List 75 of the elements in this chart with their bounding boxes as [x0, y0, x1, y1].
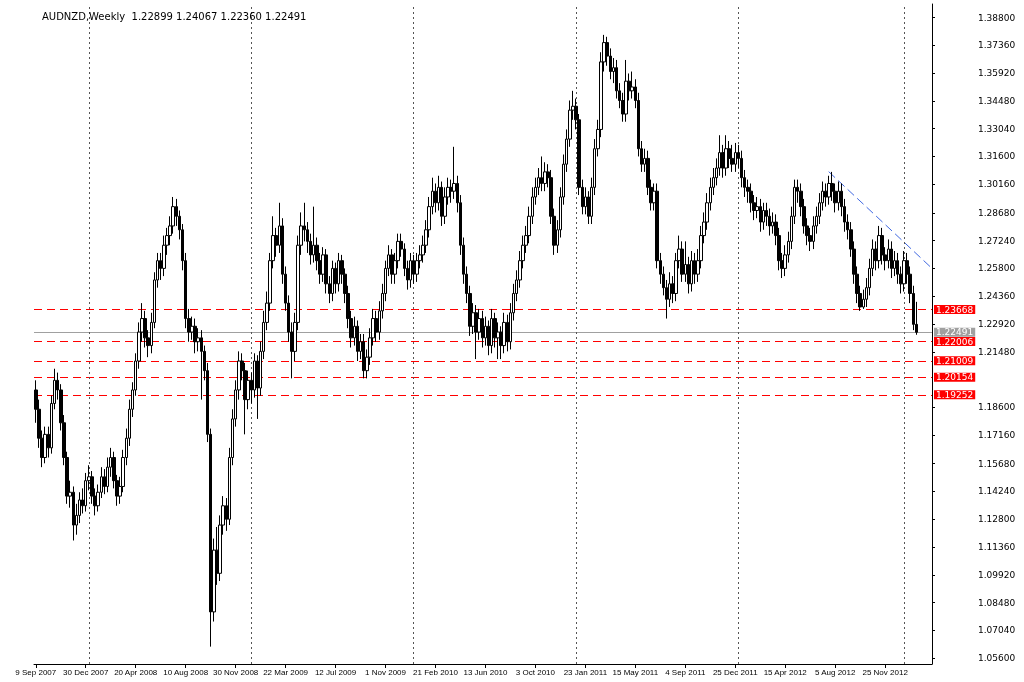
candlestick	[72, 485, 75, 541]
candlestick	[337, 252, 340, 293]
x-tick-label: 30 Nov 2008	[212, 667, 259, 677]
y-tick-label: 1.09920	[978, 569, 1016, 580]
y-tick-label: 1.30160	[978, 179, 1016, 190]
x-tick-label: 5 Aug 2012	[814, 667, 856, 677]
x-tick-label: 25 Nov 2012	[862, 667, 909, 677]
candlestick	[540, 155, 543, 192]
y-tick-label: 1.28680	[978, 207, 1016, 218]
candlestick	[724, 134, 728, 177]
y-tick-label: 1.27240	[978, 235, 1016, 246]
x-tick-label: 13 Jun 2010	[463, 667, 509, 677]
x-tick-label: 22 Mar 2009	[263, 667, 309, 677]
candlestick	[409, 252, 412, 289]
candlestick	[690, 250, 693, 293]
y-tick-label: 1.34480	[978, 95, 1016, 106]
y-tick-label: 1.37360	[978, 40, 1016, 51]
y-tick-label: 1.33040	[978, 123, 1016, 134]
candlestick	[474, 304, 478, 360]
candlestick	[680, 240, 684, 283]
x-tick-label: 12 Jul 2009	[314, 667, 357, 677]
x-tick-label: 23 Jan 2011	[563, 667, 608, 677]
x-tick-label: 30 Dec 2007	[63, 667, 109, 677]
y-tick-label: 1.31600	[978, 151, 1016, 162]
candlestick	[481, 310, 484, 349]
y-tick-label: 1.24360	[978, 291, 1016, 302]
candlestick	[624, 59, 628, 123]
x-tick-label: 4 Sep 2011	[665, 667, 707, 677]
y-tick-label: 1.15680	[978, 458, 1016, 469]
candlestick	[827, 175, 831, 206]
ref-line-label: 1.23668	[936, 304, 974, 315]
y-tick-label: 1.05600	[978, 653, 1016, 664]
x-tick-label: 15 Apr 2012	[763, 667, 808, 677]
candlestick	[43, 426, 47, 464]
y-tick-label: 1.07040	[978, 625, 1016, 636]
x-tick-label: 9 Sep 2007	[15, 667, 57, 677]
y-tick-label: 1.17160	[978, 430, 1016, 441]
candlestick	[356, 319, 359, 362]
y-tick-label: 1.21480	[978, 346, 1016, 357]
candlestick	[890, 240, 893, 279]
y-tick-label: 1.12800	[978, 514, 1016, 525]
ref-line-label: 1.21009	[936, 355, 974, 366]
text: AUDNZD,Weekly 1.22899 1.24067 1.22360 1.22491	[42, 10, 307, 22]
candlestick	[730, 144, 734, 173]
y-tick-label: 1.22920	[978, 318, 1016, 329]
ref-line-label: 1.22491	[936, 327, 974, 338]
candlestick	[734, 142, 737, 173]
candlestick	[412, 254, 415, 285]
y-tick-label: 1.18600	[978, 402, 1016, 413]
candlestick	[880, 227, 884, 266]
candlestick	[759, 198, 762, 233]
x-tick-label: 21 Feb 2010	[413, 667, 459, 677]
ref-line-label: 1.22006	[936, 336, 974, 347]
x-tick-label: 20 Apr 2008	[114, 667, 158, 677]
candlestick	[331, 260, 334, 302]
x-tick-label: 3 Oct 2010	[515, 667, 556, 677]
y-tick-label: 1.35920	[978, 68, 1016, 79]
ref-line-label: 1.19252	[936, 389, 974, 400]
candlestick	[390, 248, 394, 285]
y-tick-label: 1.14240	[978, 486, 1016, 497]
x-tick-label: 15 May 2011	[612, 667, 659, 677]
candlestick	[490, 308, 493, 354]
ref-line-label: 1.20154	[936, 372, 974, 383]
y-tick-label: 1.38800	[978, 12, 1016, 23]
x-tick-label: 25 Dec 2011	[712, 667, 759, 677]
y-tick-label: 1.08480	[978, 597, 1016, 608]
x-tick-label: 1 Nov 2009	[365, 667, 407, 677]
candlestick	[200, 329, 203, 401]
y-tick-label: 1.11360	[978, 542, 1016, 553]
candlestick	[193, 318, 197, 354]
candlestick	[762, 202, 765, 231]
x-tick-label: 10 Aug 2008	[163, 667, 209, 677]
candlestick	[902, 250, 906, 293]
y-tick-label: 1.25800	[978, 263, 1016, 274]
candlestick	[362, 333, 365, 379]
